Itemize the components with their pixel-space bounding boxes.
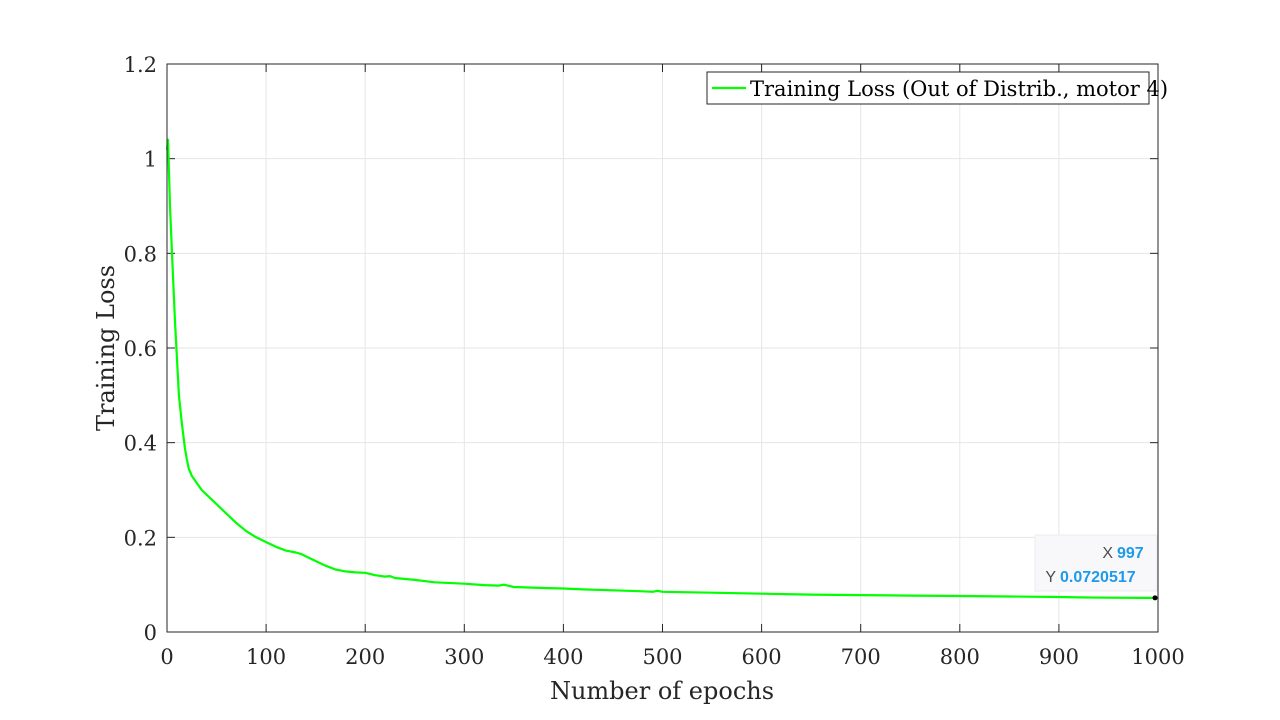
data-tip[interactable]: X 997 Y 0.0720517: [1034, 534, 1158, 592]
y-tick-label: 1: [144, 148, 157, 172]
y-tick-labels: 0 0.2 0.4 0.6 0.8 1 1.2: [124, 53, 157, 645]
grid: [167, 64, 1158, 632]
data-tip-y-key: Y: [1045, 569, 1056, 586]
y-tick-label: 0: [144, 621, 157, 645]
x-tick-label: 500: [642, 645, 682, 669]
x-tick-labels: 0 100 200 300 400 500 600 700 800 900 1000: [160, 645, 1184, 669]
x-tick-label: 600: [742, 645, 782, 669]
x-tick-label: 100: [246, 645, 286, 669]
y-axis-label: Training Loss: [92, 265, 120, 431]
series-line: [165, 138, 1157, 600]
x-tick-label: 0: [160, 645, 173, 669]
data-tip-x-value: 997: [1117, 545, 1144, 562]
x-tick-label: 900: [1039, 645, 1079, 669]
x-tick-label: 700: [841, 645, 881, 669]
x-tick-label: 300: [444, 645, 484, 669]
data-tip-x-key: X: [1102, 545, 1113, 562]
y-tick-label: 0.8: [124, 242, 157, 266]
data-tip-box: [1034, 534, 1158, 592]
data-tip-y-value: 0.0720517: [1060, 569, 1136, 586]
y-tick-label: 0.6: [124, 337, 157, 361]
plot-frame: [166, 63, 1159, 633]
y-tick-label: 0.4: [124, 432, 157, 456]
x-tick-label: 800: [940, 645, 980, 669]
data-tip-marker: [1152, 595, 1158, 601]
x-tick-label: 400: [543, 645, 583, 669]
x-axis-label: Number of epochs: [550, 677, 774, 705]
y-tick-label: 1.2: [124, 53, 157, 77]
y-tick-label: 0.2: [124, 526, 157, 550]
series-group: [165, 138, 1157, 600]
legend-box: [706, 71, 1150, 105]
x-tick-label: 200: [345, 645, 385, 669]
x-tick-label: 1000: [1131, 645, 1184, 669]
legend-entry-label: Training Loss (Out of Distrib., motor 4): [750, 77, 1168, 101]
legend[interactable]: Training Loss (Out of Distrib., motor 4): [706, 71, 1168, 105]
data-tip-point[interactable]: [1152, 595, 1158, 601]
